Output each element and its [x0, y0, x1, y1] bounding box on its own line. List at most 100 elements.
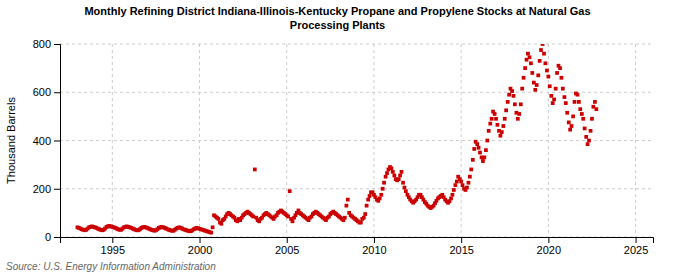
- plot-area: 1995200020052010201520202025020040060080…: [33, 38, 654, 256]
- y-axis: 0200400600800: [33, 38, 61, 243]
- point: [564, 101, 568, 105]
- point: [504, 108, 508, 112]
- y-tick-mark: [54, 189, 60, 190]
- point: [520, 87, 524, 91]
- x-tick-mark: [112, 237, 113, 243]
- point: [362, 216, 366, 220]
- point: [472, 147, 476, 151]
- point: [500, 130, 504, 134]
- x-tick: 2025: [624, 237, 648, 256]
- point: [546, 75, 550, 79]
- point: [584, 135, 588, 139]
- points: [76, 44, 599, 235]
- x-tick-mark: [374, 237, 375, 243]
- point: [567, 121, 571, 125]
- point: [382, 181, 386, 185]
- point: [590, 117, 594, 121]
- point: [548, 84, 552, 88]
- point: [253, 168, 257, 172]
- point: [552, 98, 556, 102]
- point: [554, 87, 558, 91]
- x-axis: 1995200020052010201520202025: [61, 237, 654, 256]
- point: [533, 88, 537, 92]
- point: [589, 129, 593, 133]
- grid: [60, 44, 653, 237]
- point: [216, 217, 220, 221]
- point: [551, 101, 555, 105]
- point: [291, 219, 295, 223]
- point: [490, 117, 494, 121]
- x-tick: 2005: [275, 237, 299, 256]
- point: [503, 117, 507, 121]
- point: [506, 100, 510, 104]
- point: [366, 198, 370, 202]
- point: [510, 89, 514, 93]
- title: Monthly Refining District Indiana-Illino…: [84, 5, 590, 31]
- point: [522, 76, 526, 80]
- x-tick-label: 2025: [624, 244, 648, 256]
- source-note: Source: U.S. Energy Information Administ…: [6, 261, 216, 272]
- y-tick-mark: [54, 141, 60, 142]
- point: [288, 189, 292, 193]
- point: [478, 151, 482, 155]
- point: [544, 61, 548, 65]
- y-tick-mark: [54, 237, 60, 238]
- point: [475, 142, 479, 146]
- point: [568, 128, 572, 132]
- point: [467, 181, 471, 185]
- point: [449, 197, 453, 201]
- y-tick-mark: [54, 92, 60, 93]
- point: [403, 186, 407, 190]
- y-tick-label: 600: [33, 86, 51, 98]
- point: [583, 127, 587, 131]
- point: [523, 66, 527, 70]
- x-tick-label: 2020: [537, 244, 561, 256]
- y-tick-label: 400: [33, 135, 51, 147]
- point: [401, 181, 405, 185]
- point: [459, 180, 463, 184]
- point: [580, 112, 584, 116]
- point: [452, 188, 456, 192]
- point: [487, 129, 491, 133]
- x-grid-line: [286, 44, 287, 237]
- point: [501, 124, 505, 128]
- point: [516, 117, 520, 121]
- point: [219, 222, 223, 226]
- x-tick: 2015: [449, 237, 473, 256]
- point: [560, 76, 564, 80]
- point: [576, 93, 580, 97]
- point: [512, 94, 516, 98]
- point: [561, 87, 565, 91]
- point: [493, 112, 497, 116]
- point: [581, 117, 585, 121]
- point: [482, 156, 486, 160]
- y-grid-line: [60, 188, 653, 189]
- x-tick: 2020: [537, 237, 561, 256]
- point: [398, 174, 402, 178]
- point: [517, 112, 521, 116]
- point: [465, 186, 469, 190]
- point: [570, 124, 574, 128]
- point: [539, 48, 543, 52]
- point: [529, 61, 533, 65]
- y-tick-mark: [54, 44, 60, 45]
- point: [555, 71, 559, 75]
- point: [359, 221, 363, 225]
- x-axis-line: [61, 238, 654, 244]
- chart: 1995200020052010201520202025020040060080…: [0, 0, 675, 275]
- point: [526, 52, 530, 56]
- point: [343, 216, 347, 220]
- point: [594, 107, 598, 111]
- point: [211, 225, 215, 229]
- point: [368, 194, 372, 198]
- point: [538, 59, 542, 63]
- point: [384, 175, 388, 179]
- x-tick-label: 2005: [275, 244, 299, 256]
- x-tick-label: 2000: [188, 244, 212, 256]
- point: [578, 107, 582, 111]
- point: [545, 69, 549, 73]
- point: [404, 189, 408, 193]
- point: [468, 175, 472, 179]
- point: [346, 198, 350, 202]
- x-tick-label: 2015: [449, 244, 473, 256]
